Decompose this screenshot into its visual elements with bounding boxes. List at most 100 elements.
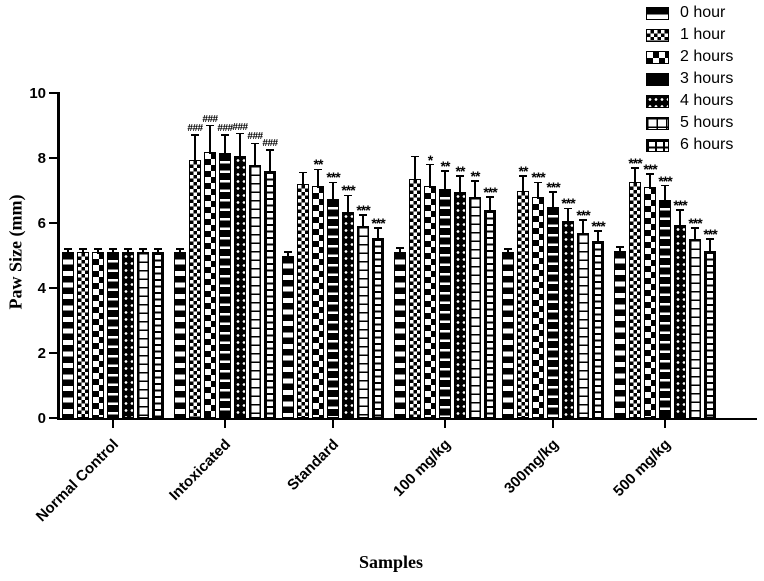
bar-6-hours-300mg-kg: [592, 240, 604, 418]
legend-label: 0 hour: [680, 4, 726, 21]
sig-label: ***: [371, 214, 385, 231]
sig-label: ###: [217, 123, 233, 135]
error-bar-cap: [94, 248, 102, 250]
error-bar-cap: [374, 227, 382, 229]
error-bar-cap: [79, 248, 87, 250]
legend-item-2-hours: 2 hours: [646, 46, 733, 68]
x-tick: [663, 420, 667, 428]
x-tick: [223, 420, 227, 428]
x-category-label-500-mg-kg: 500 mg/kg: [610, 436, 675, 500]
y-tick-label: 6: [37, 214, 46, 232]
error-bar: [507, 249, 509, 255]
bar-4-hours-intoxicated: [234, 156, 246, 418]
error-bar: [552, 192, 554, 209]
error-bar: [179, 249, 181, 255]
legend-item-0-hour: 0 hour: [646, 2, 733, 24]
error-bar-cap: [426, 163, 434, 166]
legend-item-4-hours: 4 hours: [646, 90, 733, 112]
error-bar: [709, 239, 711, 253]
sig-label: **: [455, 162, 466, 179]
sig-label: ***: [356, 201, 370, 218]
sig-label: **: [313, 156, 324, 173]
sig-label: ###: [232, 121, 248, 133]
legend-item-1-hour: 1 hour: [646, 24, 733, 46]
error-bar-cap: [504, 248, 512, 250]
bar-0-hour-intoxicated: [174, 252, 186, 418]
bar-1-hour-300mg-kg: [517, 190, 529, 418]
sig-label: ***: [483, 184, 497, 200]
x-tick: [111, 420, 115, 428]
bar-1-hour-500-mg-kg: [629, 182, 641, 418]
x-category-label-100-mg-kg: 100 mg/kg: [390, 436, 455, 500]
error-bar: [269, 149, 271, 173]
bar-2-hours-normal-control: [92, 252, 104, 418]
bar-4-hours-500-mg-kg: [674, 224, 686, 418]
error-bar-cap: [631, 166, 639, 169]
error-bar-cap: [519, 175, 527, 177]
error-bar: [414, 156, 416, 182]
bar-1-hour-intoxicated: [189, 159, 201, 418]
error-bar: [444, 171, 446, 191]
error-bar-cap: [706, 238, 714, 241]
error-bar: [649, 174, 651, 190]
bar-4-hours-standard: [342, 211, 354, 418]
error-bar-cap: [124, 248, 132, 250]
error-bar: [127, 249, 129, 255]
sig-label: ***: [326, 169, 340, 186]
error-bar-cap: [64, 248, 72, 250]
error-bar: [287, 252, 289, 258]
error-bar-cap: [191, 134, 199, 137]
x-tick: [443, 420, 447, 428]
bar-1-hour-standard: [297, 184, 309, 418]
legend-label: 4 hours: [680, 92, 734, 109]
error-bar: [567, 208, 569, 224]
x-tick: [551, 420, 555, 428]
legend-label: 5 hours: [680, 114, 734, 131]
sig-label: ***: [576, 206, 590, 223]
legend-swatch-2-hours-pattern: [646, 50, 669, 64]
error-bar: [399, 248, 401, 255]
error-bar-cap: [661, 184, 669, 187]
sig-label: ###: [202, 113, 218, 125]
error-bar: [347, 195, 349, 214]
bar-6-hours-100-mg-kg: [484, 210, 496, 418]
sig-label: ***: [531, 169, 545, 186]
x-category-label-standard: Standard: [284, 436, 343, 494]
error-bar: [474, 180, 476, 199]
error-bar-cap: [441, 170, 449, 172]
error-bar-cap: [579, 218, 587, 221]
y-tick: [49, 416, 57, 420]
error-bar-cap: [266, 149, 274, 151]
x-category-label-normal-control: Normal Control: [32, 436, 123, 526]
error-bar-cap: [616, 245, 624, 248]
y-tick: [49, 221, 57, 225]
error-bar-cap: [206, 124, 214, 127]
error-bar: [82, 249, 84, 255]
bar-0-hour-500-mg-kg: [614, 250, 626, 418]
legend-item-6-hours: 6 hours: [646, 134, 733, 156]
bar-5-hours-300mg-kg: [577, 232, 589, 418]
error-bar-cap: [396, 247, 404, 250]
bar-6-hours-normal-control: [152, 252, 164, 418]
sig-label: ***: [673, 197, 687, 213]
bar-3-hours-500-mg-kg: [659, 200, 671, 418]
bar-3-hours-300mg-kg: [547, 206, 559, 418]
bar-6-hours-standard: [372, 237, 384, 418]
error-bar: [489, 197, 491, 212]
legend-swatch-6-hours-pattern: [646, 138, 669, 152]
bar-2-hours-100-mg-kg: [424, 185, 436, 418]
bar-0-hour-100-mg-kg: [394, 252, 406, 418]
bar-6-hours-intoxicated: [264, 171, 276, 418]
error-bar-cap: [221, 134, 229, 137]
error-bar-cap: [109, 248, 117, 250]
error-bar: [522, 175, 524, 193]
bar-3-hours-intoxicated: [219, 153, 231, 418]
error-bar-cap: [329, 181, 337, 184]
bar-1-hour-100-mg-kg: [409, 179, 421, 418]
error-bar: [459, 175, 461, 195]
bar-2-hours-500-mg-kg: [644, 187, 656, 418]
error-bar: [597, 231, 599, 243]
error-bar: [664, 185, 666, 203]
error-bar-cap: [534, 181, 542, 184]
